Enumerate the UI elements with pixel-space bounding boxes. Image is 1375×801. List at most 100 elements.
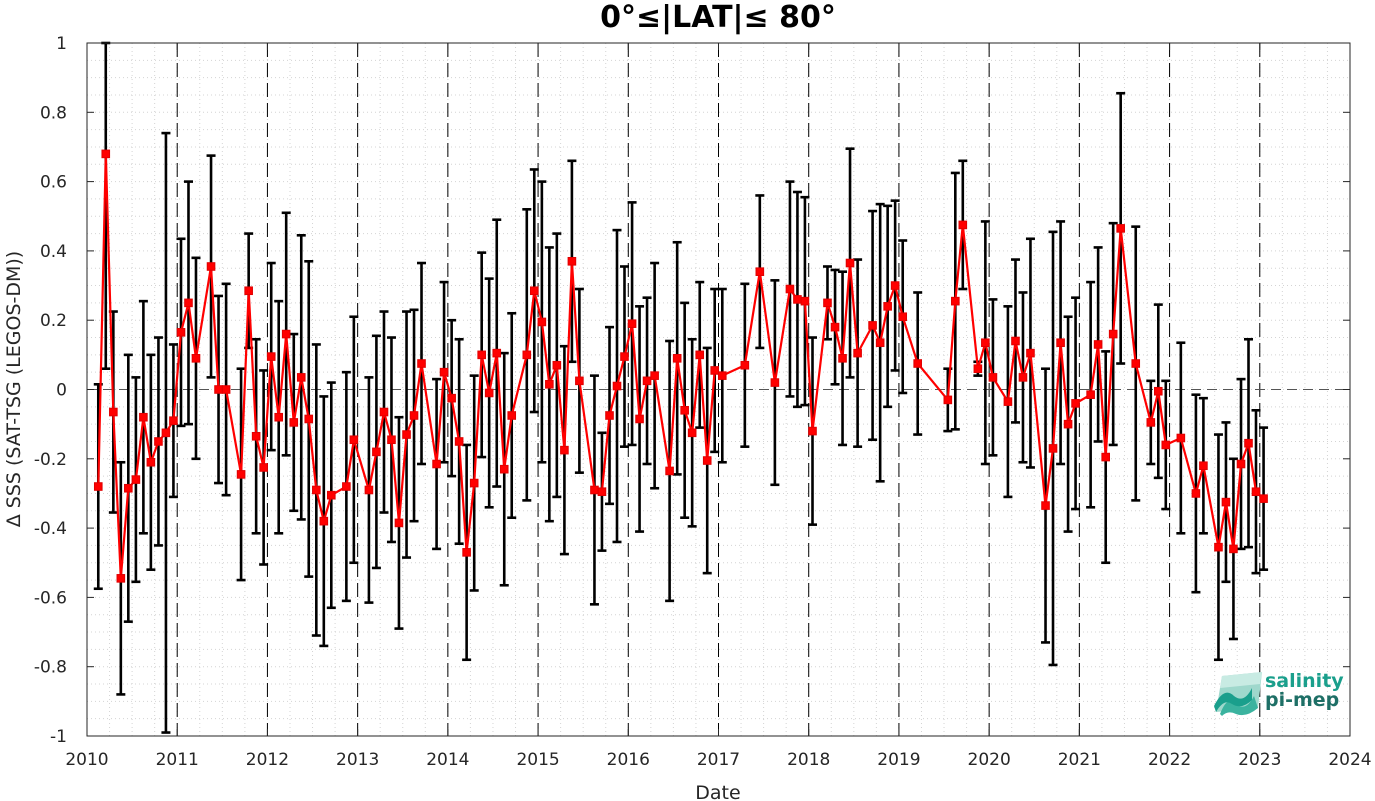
data-point-marker <box>1146 418 1156 427</box>
data-point-marker <box>1244 438 1253 448</box>
data-point-marker <box>184 298 193 308</box>
data-point-marker <box>169 416 178 425</box>
data-point-marker <box>838 354 847 363</box>
x-tick-label: 2015 <box>516 750 559 770</box>
data-point-marker <box>492 348 502 358</box>
data-point-marker <box>454 437 464 446</box>
data-point-marker <box>883 302 892 311</box>
data-point-marker <box>289 418 299 427</box>
chart-title: 0°≤|LAT|≤ 80° <box>600 0 836 35</box>
data-point-marker <box>432 459 441 469</box>
data-point-marker <box>462 548 471 557</box>
data-point-marker <box>1018 373 1028 382</box>
data-point-marker <box>1221 497 1231 507</box>
data-point-marker <box>823 298 832 308</box>
data-point-marker <box>1251 487 1261 497</box>
data-point-marker <box>342 482 351 491</box>
x-tick-label: 2022 <box>1148 750 1191 770</box>
x-tick-label: 2023 <box>1238 750 1281 770</box>
data-point-marker <box>612 381 622 391</box>
data-point-marker <box>387 435 396 445</box>
x-tick-label: 2011 <box>156 750 199 770</box>
y-tick-label: -0.8 <box>34 658 67 678</box>
data-point-marker <box>244 286 253 296</box>
data-point-marker <box>236 470 246 479</box>
data-point-marker <box>672 354 682 363</box>
x-tick-label: 2018 <box>787 750 830 770</box>
data-point-marker <box>296 373 306 382</box>
y-tick-label: -0.4 <box>34 519 67 539</box>
data-point-marker <box>650 371 659 380</box>
data-point-marker <box>139 412 148 422</box>
data-point-marker <box>1161 440 1171 450</box>
x-tick-label: 2016 <box>607 750 650 770</box>
data-point-marker <box>1214 542 1223 552</box>
data-point-marker <box>627 319 637 328</box>
series-markers <box>93 149 1268 583</box>
data-point-marker <box>830 322 840 332</box>
data-point-marker <box>552 360 562 370</box>
data-point-marker <box>221 385 231 394</box>
data-point-marker <box>319 516 329 526</box>
x-tick-label: 2020 <box>968 750 1011 770</box>
data-point-marker <box>131 475 141 484</box>
data-point-marker <box>417 359 426 368</box>
data-point-marker <box>304 414 314 424</box>
data-point-marker <box>1063 419 1073 429</box>
minor-grid <box>87 43 1350 736</box>
x-tick-label: 2017 <box>697 750 740 770</box>
data-point-marker <box>981 338 990 348</box>
data-point-marker <box>402 430 411 439</box>
data-point-marker <box>770 378 780 387</box>
data-point-marker <box>1153 386 1163 396</box>
data-point-marker <box>687 428 697 438</box>
data-point-marker <box>379 407 389 417</box>
data-point-marker <box>1003 397 1013 406</box>
y-tick-labels: -1 -0.8 -0.6 -0.4 -0.2 0 0.2 0.4 0.6 0.8 1 <box>34 34 67 747</box>
data-point-marker <box>988 373 998 382</box>
data-point-marker <box>845 258 855 268</box>
data-point-marker <box>312 485 321 495</box>
data-point-marker <box>1191 489 1201 498</box>
data-point-marker <box>259 463 268 472</box>
data-point-marker <box>1071 399 1080 408</box>
data-point-marker <box>507 411 517 420</box>
data-point-marker <box>522 350 532 360</box>
y-tick-label: 1 <box>56 34 67 54</box>
data-point-marker <box>755 267 765 276</box>
x-tick-label: 2021 <box>1058 750 1101 770</box>
data-point-marker <box>665 466 674 476</box>
data-point-marker <box>484 388 494 398</box>
data-point-marker <box>943 395 953 405</box>
data-point-marker <box>958 220 968 230</box>
x-tick-label: 2010 <box>65 750 108 770</box>
data-point-marker <box>951 296 960 306</box>
data-point-marker <box>560 445 569 455</box>
data-point-marker <box>590 485 599 495</box>
logo-wave-icon <box>1214 672 1262 716</box>
data-point-marker <box>545 380 554 389</box>
data-point-marker <box>529 286 539 296</box>
data-point-marker <box>447 393 456 403</box>
y-tick-label: 0 <box>56 381 67 401</box>
data-point-marker <box>740 360 750 370</box>
data-point-marker <box>1086 390 1095 399</box>
data-point-marker <box>913 359 922 368</box>
data-point-marker <box>1048 444 1058 453</box>
salinity-pi-mep-logo: salinity pi-mep <box>1214 670 1344 716</box>
y-tick-label: -0.2 <box>34 450 67 470</box>
series-line <box>97 153 1265 579</box>
data-point-marker <box>1011 336 1020 346</box>
data-point-marker <box>702 456 712 465</box>
y-axis-title: Δ SSS (SAT-TSG (LEGOS-DM)) <box>3 251 25 527</box>
data-point-marker <box>372 447 381 457</box>
data-point-marker <box>785 284 795 294</box>
data-point-marker <box>620 352 629 361</box>
data-point-marker <box>327 490 336 500</box>
data-point-marker <box>808 426 817 436</box>
data-point-marker <box>469 478 479 488</box>
x-axis-title: Date <box>695 782 740 801</box>
data-point-marker <box>853 348 862 358</box>
data-point-marker <box>1131 359 1141 368</box>
data-point-marker <box>499 464 509 474</box>
